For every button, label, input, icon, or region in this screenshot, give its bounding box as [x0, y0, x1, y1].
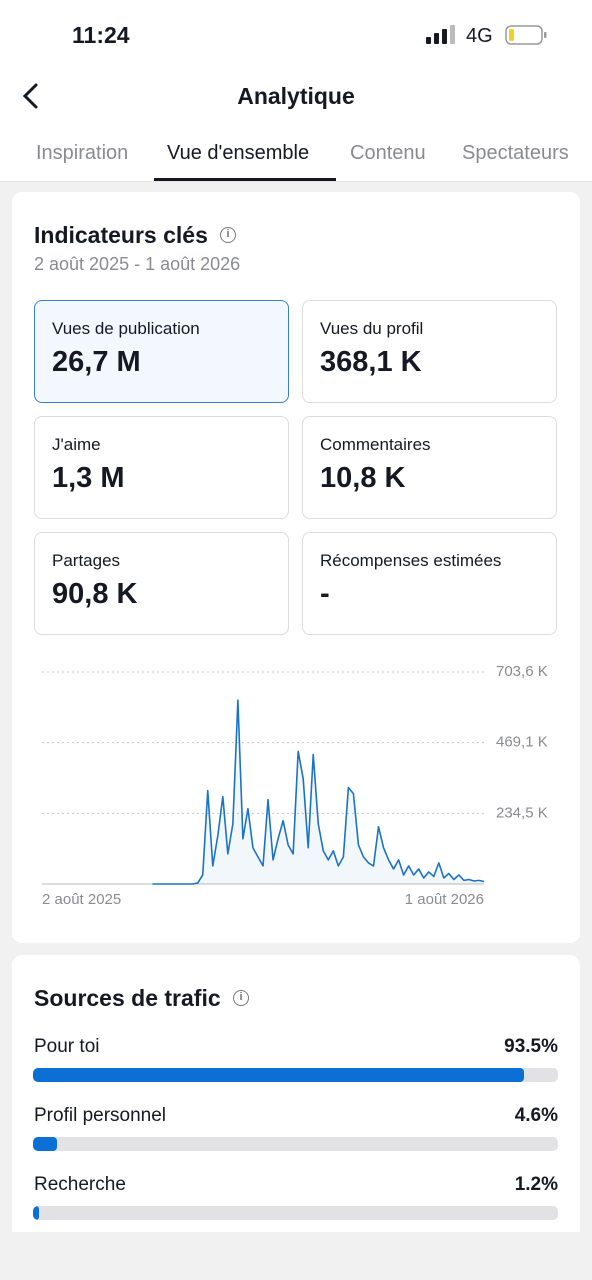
section-title: Sources de trafic [34, 985, 221, 1011]
metric-label: Récompenses estimées [320, 551, 502, 570]
traffic-label: Recherche [34, 1174, 126, 1195]
progress-bar [33, 1206, 40, 1220]
status-icons [426, 25, 547, 45]
date-range: 2 août 2025 - 1 août 2026 [34, 254, 241, 274]
progress-bar [33, 1068, 524, 1082]
line [152, 699, 485, 885]
info-icon[interactable]: i [233, 990, 249, 1006]
progress-track [33, 1068, 558, 1082]
metric-card[interactable]: Commentaires 10,8 K [302, 416, 557, 519]
tab[interactable]: Contenu [350, 142, 426, 164]
metric-value: 10,8 K [320, 462, 406, 494]
metric-label: Vues de publication [52, 319, 200, 338]
traffic-label: Pour toi [34, 1036, 100, 1057]
chart: 234,5 K 469,1 K 703,6 K 2 août 2025 1 août 2… [42, 663, 548, 908]
metric-value: 368,1 K [320, 346, 422, 378]
tab[interactable]: Inspiration [36, 142, 129, 164]
metric-card[interactable]: Partages 90,8 K [34, 532, 289, 635]
y-tick-label: 234,5 K [496, 804, 548, 821]
info-icon[interactable]: i [220, 227, 236, 243]
x-tick-label: 1 août 2026 [405, 891, 484, 908]
traffic-percent: 93.5% [504, 1036, 558, 1057]
metric-label: Partages [52, 551, 121, 570]
progress-track [33, 1206, 558, 1220]
progress-bar [33, 1137, 58, 1151]
y-tick-label: 469,1 K [496, 734, 548, 751]
tab-indicator [154, 178, 336, 181]
line-area [152, 700, 484, 884]
traffic-percent: 4.6% [514, 1105, 558, 1126]
tab[interactable]: Spectateurs [462, 142, 569, 164]
metric-label: Vues du profil [320, 319, 424, 338]
x-tick-label: 2 août 2025 [42, 891, 121, 908]
metric-value: 90,8 K [52, 578, 138, 610]
metric-card[interactable]: Récompenses estimées - [302, 532, 557, 635]
metric-value: 26,7 M [52, 346, 141, 378]
traffic-label: Profil personnel [34, 1105, 167, 1126]
traffic-percent: 1.2% [514, 1174, 558, 1195]
tab-active[interactable]: Vue d'ensemble [167, 142, 310, 164]
y-tick-label: 703,6 K [496, 663, 548, 680]
section-title: Indicateurs clés [34, 222, 208, 248]
page-title: Analytique [237, 83, 355, 109]
top-bar [0, 0, 592, 182]
status-network: 4G [466, 25, 493, 47]
status-time: 11:24 [72, 22, 130, 48]
progress-track [33, 1137, 558, 1151]
metric-card[interactable]: Vues de publication 26,7 M [34, 300, 289, 403]
metric-card[interactable]: J'aime 1,3 M [34, 416, 289, 519]
traffic-panel [12, 955, 580, 1232]
metric-value: - [320, 578, 330, 610]
metric-label: Commentaires [320, 435, 431, 454]
metric-card[interactable]: Vues du profil 368,1 K [302, 300, 557, 403]
back-button[interactable] [18, 82, 44, 110]
metric-label: J'aime [52, 435, 101, 454]
metric-value: 1,3 M [52, 462, 125, 494]
